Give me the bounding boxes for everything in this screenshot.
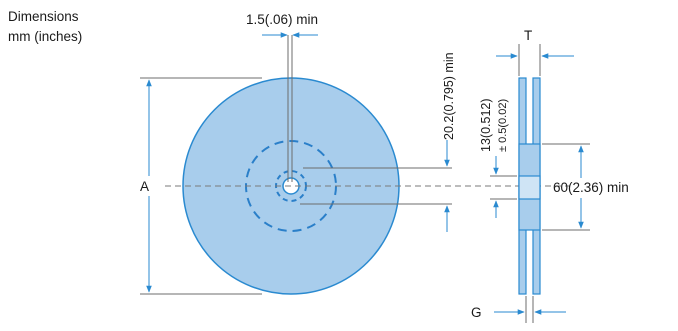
label-reel-diameter: A — [140, 179, 149, 194]
label-arbor-depth: 20.2(0.795) min — [442, 52, 456, 140]
label-slot-width: 1.5(.06) min — [246, 12, 318, 27]
label-hub-diameter: 60(2.36) min — [553, 180, 629, 195]
title-dimensions: Dimensions — [8, 9, 79, 24]
label-arbor-tolerance: ± 0.5(0.02) — [497, 99, 509, 152]
label-flange-thickness: T — [524, 28, 532, 43]
arbor-side — [518, 175, 541, 200]
title-units: mm (inches) — [8, 29, 82, 44]
label-inner-width: G — [471, 305, 482, 320]
label-arbor-diameter: 13(0.512) — [479, 98, 493, 152]
